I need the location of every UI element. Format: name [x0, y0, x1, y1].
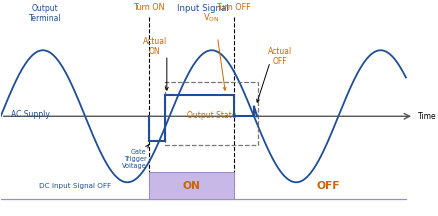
Text: Time: Time [417, 112, 436, 121]
Text: Turn ON: Turn ON [133, 3, 164, 12]
Text: Actual
OFF: Actual OFF [268, 47, 292, 66]
Text: Output
Terminal: Output Terminal [29, 4, 61, 24]
Text: ON: ON [182, 181, 200, 191]
Text: Input Signal: Input Signal [177, 4, 229, 13]
Text: V$_{\rm ON}$: V$_{\rm ON}$ [203, 11, 219, 24]
Text: Actual
ON: Actual ON [142, 37, 166, 56]
Bar [148, 172, 233, 199]
Text: DC Input Signal OFF: DC Input Signal OFF [39, 183, 110, 189]
Text: OFF: OFF [315, 181, 339, 191]
Text: Turn OFF: Turn OFF [216, 3, 251, 12]
Text: Output State: Output State [186, 111, 236, 119]
Text: Gate
Trigger
Voltage: Gate Trigger Voltage [121, 149, 146, 169]
Text: AC Supply: AC Supply [11, 110, 49, 119]
